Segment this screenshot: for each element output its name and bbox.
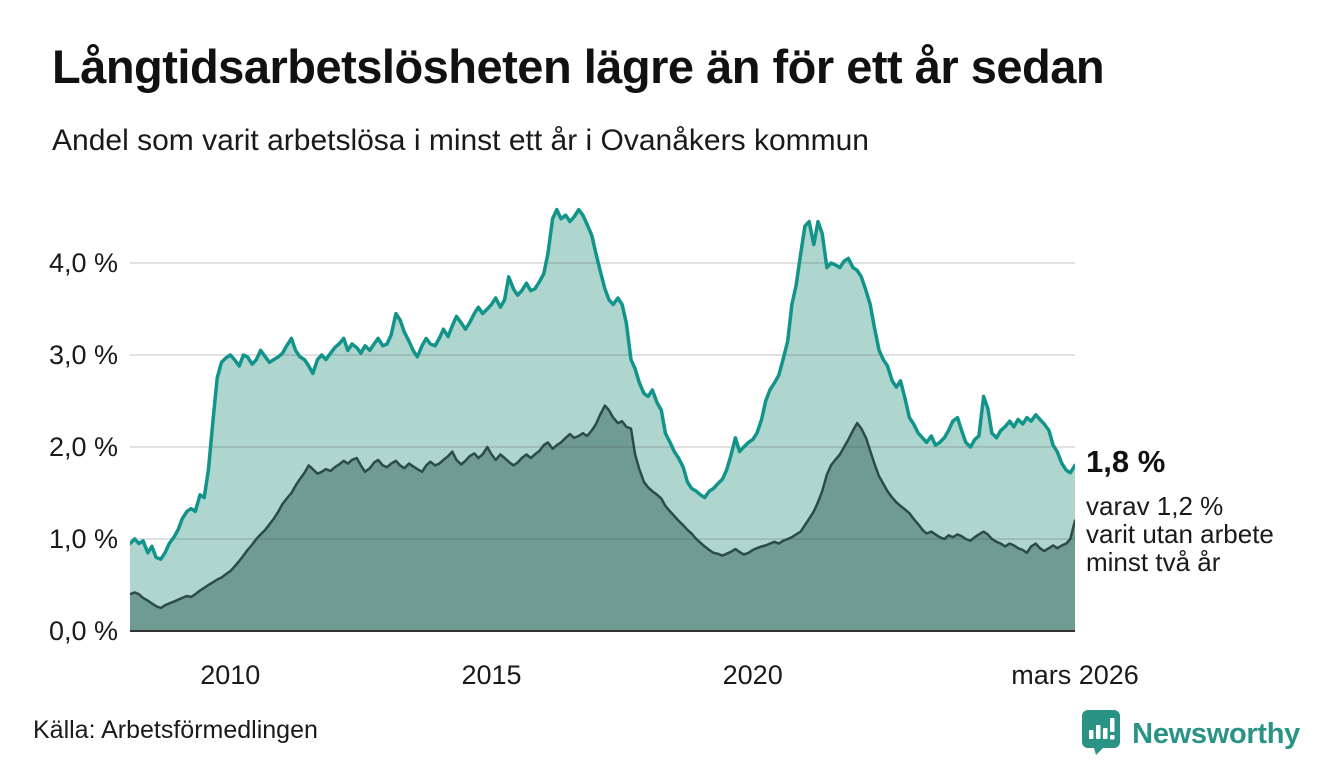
area-chart: [130, 207, 1075, 632]
latest-value-label: 1,8 %: [1086, 444, 1166, 479]
newsworthy-bubble-chart-icon: [1080, 708, 1122, 761]
chart-subtitle: Andel som varit arbetslösa i minst ett å…: [52, 124, 869, 157]
sublabel-line: varit utan arbete: [1086, 519, 1274, 549]
brand-logo: Newsworthy: [1080, 708, 1300, 760]
x-tick-label: 2015: [461, 660, 522, 690]
sublabel-line: varav 1,2 %: [1086, 491, 1224, 521]
y-tick-label: 1,0 %: [48, 524, 118, 554]
y-tick-label: 0,0 %: [48, 616, 118, 646]
latest-value-sublabel: varav 1,2 % varit utan arbete minst två …: [1086, 492, 1274, 576]
y-tick-label: 4,0 %: [48, 248, 118, 278]
sublabel-line: minst två år: [1086, 547, 1221, 577]
brand-name: Newsworthy: [1132, 717, 1300, 750]
series-line: [130, 207, 1075, 561]
x-tick-label: 2010: [200, 660, 261, 690]
plot-area: [130, 195, 1075, 632]
area-fill-series-1: [130, 405, 1075, 631]
chart-title: Långtidsarbetslösheten lägre än för ett …: [52, 40, 1105, 93]
x-tick-label: mars 2026: [1011, 660, 1139, 690]
series-line: [130, 404, 1075, 610]
y-tick-label: 2,0 %: [48, 432, 118, 462]
source-text: Källa: Arbetsförmedlingen: [33, 716, 318, 744]
y-tick-label: 3,0 %: [48, 340, 118, 370]
x-tick-label: 2020: [722, 660, 783, 690]
